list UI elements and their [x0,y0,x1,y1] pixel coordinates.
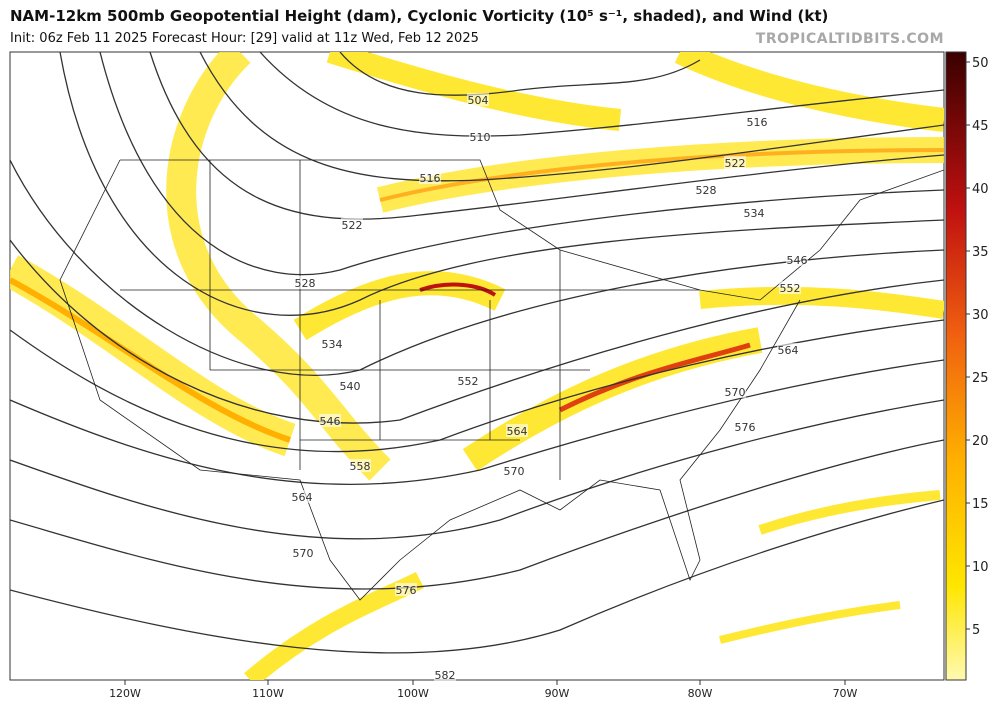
longitude-label: 120W [109,687,141,700]
contour-label-bg [321,337,343,350]
contour-label-bg [319,414,341,427]
contour-label-bg [292,546,314,559]
longitude-label: 90W [545,687,570,700]
contour-label: 522 [725,157,746,170]
contour-label: 528 [295,277,316,290]
colorbar-label: 50 [972,56,989,71]
contour-label-bg [395,583,417,596]
subtitle: Init: 06z Feb 11 2025 Forecast Hour: [29… [10,31,479,46]
contour-label: 582 [435,669,456,682]
watermark: TROPICALTIDBITS.COM [755,31,944,47]
colorbar-label: 35 [972,245,989,260]
contour-label-bg [419,171,441,184]
contour-label: 534 [322,338,343,351]
contour-label: 564 [507,425,528,438]
contour-label: 570 [504,465,525,478]
longitude-label: 110W [252,687,284,700]
contour-label-bg [349,459,371,472]
contour-label-bg [506,424,528,437]
contour-label: 570 [293,547,314,560]
contour-label: 546 [320,415,341,428]
contour-label: 504 [468,94,489,107]
colorbar-label: 45 [972,119,989,134]
contour-label-bg [743,206,765,219]
contour-label-bg [339,379,361,392]
contour-label-bg [779,281,801,294]
contour-label: 516 [747,116,768,129]
contour-label: 540 [340,380,361,393]
colorbar-label: 25 [972,371,989,386]
longitude-label: 80W [688,687,713,700]
contour-label: 564 [778,344,799,357]
longitude-label: 100W [397,687,429,700]
contour-label: 570 [725,386,746,399]
contour-label: 534 [744,207,765,220]
contour-label: 516 [420,172,441,185]
contour-label: 552 [458,375,479,388]
contour-label: 576 [735,421,756,434]
contour-label-bg [341,218,363,231]
borders [59,159,944,601]
contour-label-bg [746,115,768,128]
contour-label-bg [786,253,808,266]
contour-label: 564 [292,491,313,504]
contour-label-bg [503,464,525,477]
longitude-label: 70W [833,687,858,700]
colorbar-label: 5 [972,623,980,638]
contour-label-bg [724,156,746,169]
contour-label-bg [291,490,313,503]
contour-label-bg [777,343,799,356]
contour-label-bg [695,183,717,196]
colorbar-label: 30 [972,308,989,323]
colorbar-label: 10 [972,560,989,575]
colorbar [945,51,967,681]
contour-label-bg [724,385,746,398]
contour-label: 510 [470,131,491,144]
contour-label-bg [457,374,479,387]
title: NAM-12km 500mb Geopotential Height (dam)… [10,7,829,25]
contour-label: 528 [696,184,717,197]
contour-label: 522 [342,219,363,232]
colorbar-label: 20 [972,434,989,449]
contour-label: 546 [787,254,808,267]
contour-label-bg [734,420,756,433]
colorbar-label: 40 [972,182,989,197]
colorbar-label: 15 [972,497,989,512]
contour-label: 558 [350,460,371,473]
contour-label: 552 [780,282,801,295]
contour-label-bg [469,130,491,143]
contour-label-bg [294,276,316,289]
contour-label: 576 [396,584,417,597]
contour-label-bg [467,93,489,106]
height-contours [10,52,944,654]
contour-label-bg [434,668,456,681]
